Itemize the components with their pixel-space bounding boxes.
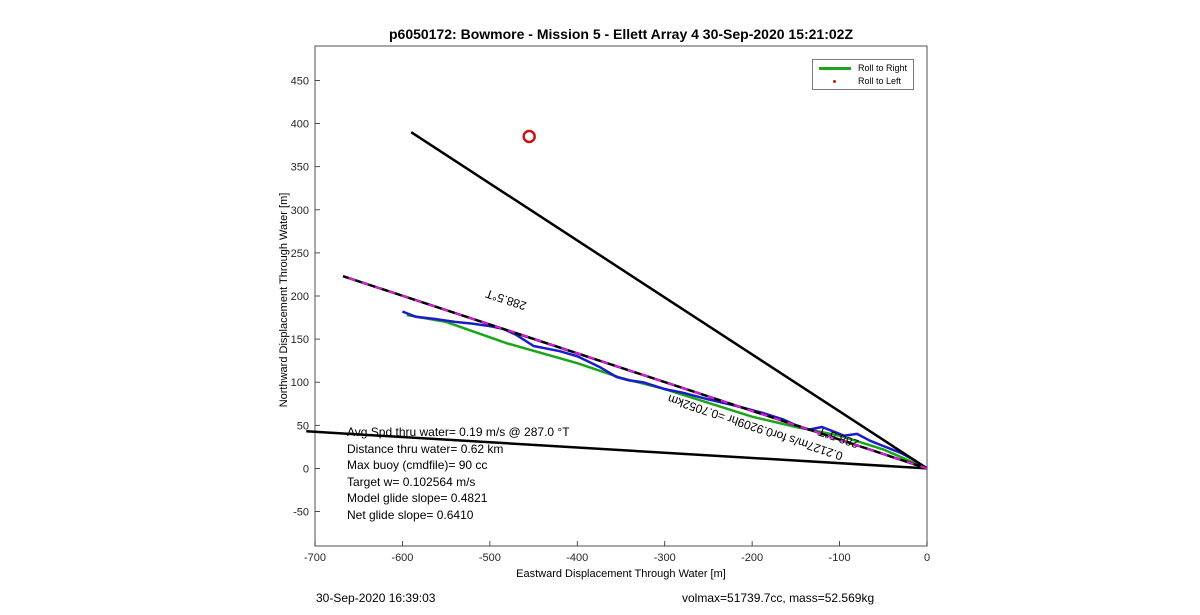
series-line-2: [410, 131, 928, 470]
legend-swatch-red-dot: [833, 80, 836, 83]
series-line-1: [401, 310, 928, 470]
x-tick-label: -500: [479, 552, 501, 564]
x-tick-label: -300: [654, 552, 676, 564]
stats-block: Avg Spd thru water= 0.19 m/s @ 287.0 °T …: [347, 424, 570, 524]
y-axis-label: Northward Displacement Through Water [m]: [278, 192, 290, 408]
marker-circle-0: [522, 129, 536, 144]
stat-model-glide: Model glide slope= 0.4821: [347, 491, 488, 506]
stat-max-buoy: Max buoy (cmdfile)= 90 cc: [347, 458, 488, 473]
y-tick-label: 200: [291, 291, 309, 303]
footer-volmax-mass: volmax=51739.7cc, mass=52.569kg: [682, 591, 875, 605]
y-tick-label: 150: [291, 334, 309, 346]
legend-label: Roll to Left: [858, 76, 902, 86]
y-tick-label: 400: [291, 119, 309, 131]
y-tick-label: 450: [291, 75, 309, 87]
chart-title: p6050172: Bowmore - Mission 5 - Ellett A…: [388, 26, 853, 42]
legend-entry-roll-right: Roll to Right: [813, 62, 913, 75]
y-tick-label: 0: [303, 463, 309, 475]
x-tick-label: -100: [829, 552, 851, 564]
legend-entry-roll-left: Roll to Left: [813, 75, 913, 88]
y-tick-label: -50: [293, 507, 309, 519]
stat-target-w: Target w= 0.102564 m/s: [347, 474, 476, 489]
stat-net-glide: Net glide slope= 0.6410: [347, 507, 474, 522]
stat-avg-speed: Avg Spd thru water= 0.19 m/s @ 287.0 °T: [347, 425, 570, 439]
stat-distance: Distance thru water= 0.62 km: [347, 441, 504, 456]
y-tick-label: 50: [297, 420, 309, 432]
y-tick-label: 250: [291, 248, 309, 260]
legend-swatch-green: [819, 67, 851, 70]
y-tick-label: 350: [291, 162, 309, 174]
series-line-3: [306, 430, 928, 470]
legend: Roll to Right Roll to Left: [812, 59, 914, 90]
footer-timestamp: 30-Sep-2020 16:39:03: [316, 591, 436, 605]
x-tick-label: -400: [566, 552, 588, 564]
x-axis: -700 -600 -500 -400 -300 -200 -100 0: [304, 541, 930, 564]
legend-label: Roll to Right: [858, 63, 908, 73]
x-tick-label: -700: [304, 552, 326, 564]
x-tick-label: -200: [741, 552, 763, 564]
data-series: [306, 129, 928, 470]
x-tick-label: -600: [391, 552, 413, 564]
series-line-5: [342, 275, 928, 470]
y-tick-label: 100: [291, 377, 309, 389]
y-axis: -50 0 50 100 150 200 250 300 350 400 450: [291, 75, 320, 519]
x-tick-label: 0: [924, 552, 930, 564]
y-tick-label: 300: [291, 205, 309, 217]
x-axis-label: Eastward Displacement Through Water [m]: [516, 568, 726, 580]
